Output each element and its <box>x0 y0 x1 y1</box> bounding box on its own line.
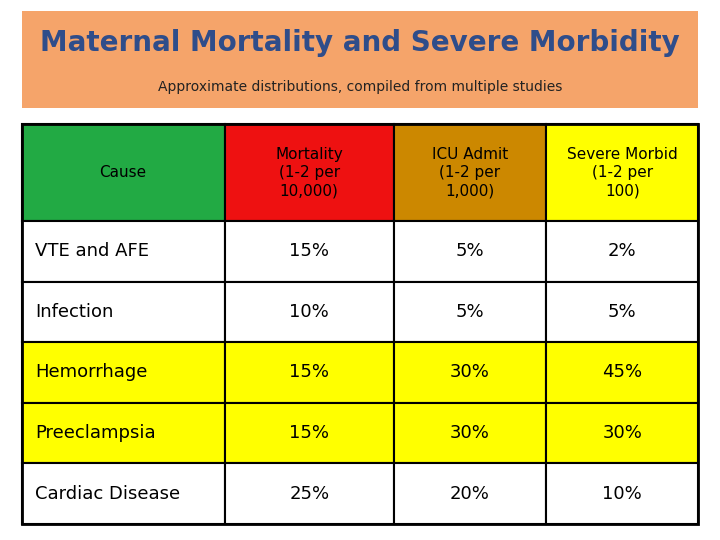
Text: 5%: 5% <box>456 242 485 260</box>
Bar <box>394 221 546 282</box>
Bar <box>22 463 225 524</box>
Text: 15%: 15% <box>289 363 329 381</box>
Bar <box>546 342 698 403</box>
Text: Preeclampsia: Preeclampsia <box>35 424 156 442</box>
Bar <box>225 342 394 403</box>
Text: Maternal Mortality and Severe Morbidity: Maternal Mortality and Severe Morbidity <box>40 29 680 57</box>
Text: Cause: Cause <box>99 165 147 180</box>
Bar <box>394 342 546 403</box>
Bar <box>546 124 698 221</box>
Bar <box>546 282 698 342</box>
Text: Approximate distributions, compiled from multiple studies: Approximate distributions, compiled from… <box>158 79 562 93</box>
Text: 15%: 15% <box>289 424 329 442</box>
Text: 10%: 10% <box>289 303 329 321</box>
Text: 30%: 30% <box>603 424 642 442</box>
Text: VTE and AFE: VTE and AFE <box>35 242 149 260</box>
Text: 20%: 20% <box>450 484 490 503</box>
Bar <box>225 403 394 463</box>
Text: Severe Morbid
(1-2 per
100): Severe Morbid (1-2 per 100) <box>567 146 678 199</box>
Text: Hemorrhage: Hemorrhage <box>35 363 148 381</box>
Bar <box>225 282 394 342</box>
Bar <box>22 342 225 403</box>
Bar <box>22 124 225 221</box>
Text: 5%: 5% <box>608 303 636 321</box>
Bar <box>225 463 394 524</box>
Text: 25%: 25% <box>289 484 329 503</box>
Bar <box>546 221 698 282</box>
Bar <box>225 124 394 221</box>
Text: Cardiac Disease: Cardiac Disease <box>35 484 180 503</box>
Bar <box>394 282 546 342</box>
Bar <box>394 124 546 221</box>
Text: ICU Admit
(1-2 per
1,000): ICU Admit (1-2 per 1,000) <box>432 146 508 199</box>
Text: 2%: 2% <box>608 242 636 260</box>
Text: 30%: 30% <box>450 363 490 381</box>
Bar <box>225 221 394 282</box>
Bar <box>22 403 225 463</box>
Text: 15%: 15% <box>289 242 329 260</box>
Bar <box>546 403 698 463</box>
Bar <box>22 282 225 342</box>
Bar <box>394 403 546 463</box>
Text: 45%: 45% <box>602 363 642 381</box>
Bar <box>546 463 698 524</box>
Text: 10%: 10% <box>603 484 642 503</box>
Bar <box>394 463 546 524</box>
Text: Infection: Infection <box>35 303 114 321</box>
Bar <box>22 221 225 282</box>
Text: 30%: 30% <box>450 424 490 442</box>
Text: Mortality
(1-2 per
10,000): Mortality (1-2 per 10,000) <box>275 146 343 199</box>
Text: 5%: 5% <box>456 303 485 321</box>
